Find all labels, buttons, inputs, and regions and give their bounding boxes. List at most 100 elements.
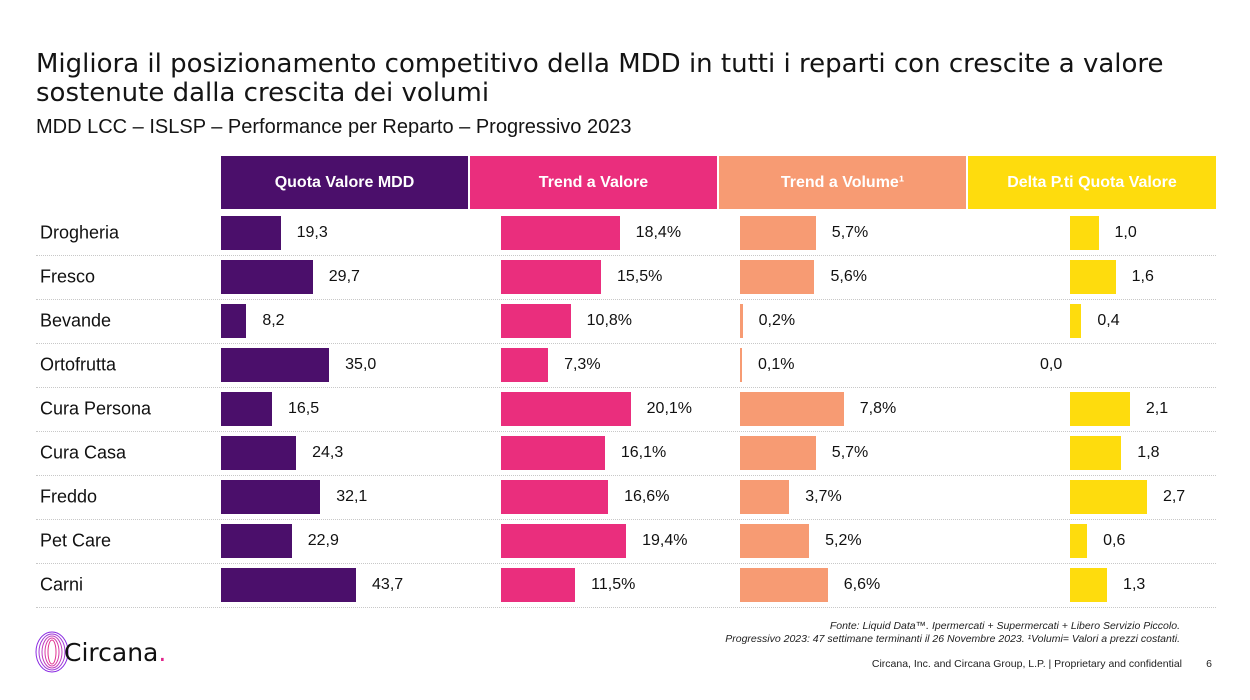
row-separator [36,255,1216,256]
value-label-delta: 0,0 [1040,356,1063,373]
bar-trend-valore [501,348,549,382]
bar-trend-volume [740,524,810,558]
row-separator [36,519,1216,520]
bar-delta [1070,304,1082,338]
bar-quota [221,524,292,558]
row-separator [36,387,1216,388]
bar-quota [221,392,272,426]
page-subtitle: MDD LCC – ISLSP – Performance per Repart… [36,116,632,138]
value-label-trend-valore: 20,1% [646,400,693,417]
logo-wordmark: Circana. [64,637,167,667]
bar-quota [221,568,357,602]
page-number: 6 [1206,658,1212,670]
value-label-trend-valore: 16,6% [624,488,670,505]
bar-trend-volume [740,392,844,426]
bar-delta [1070,216,1099,250]
bar-quota [221,436,297,470]
value-label-quota: 22,9 [307,532,339,549]
bar-trend-valore [501,392,631,426]
column-header-trend-volume: Trend a Volume¹ [719,156,966,209]
value-label-delta: 0,4 [1097,312,1120,329]
row-label: Cura Casa [40,442,127,463]
bar-trend-valore [501,524,627,558]
value-label-trend-volume: 0,2% [758,312,796,329]
row-separator [36,431,1216,432]
bar-trend-valore [501,436,605,470]
value-label-trend-valore: 16,1% [620,444,667,461]
row-label: Freddo [40,486,98,507]
bar-trend-valore [501,568,576,602]
bar-delta [1070,392,1130,426]
row-label: Pet Care [40,530,112,551]
value-label-delta: 2,1 [1145,400,1169,417]
circana-logo-mark-icon [35,631,69,673]
value-label-trend-volume: 0,1% [758,356,795,373]
value-label-quota: 19,3 [296,224,328,241]
row-label: Fresco [40,266,96,287]
bar-trend-volume [740,216,816,250]
bar-trend-volume [740,480,790,514]
value-label-delta: 0,6 [1103,532,1126,549]
value-label-trend-valore: 15,5% [616,268,663,285]
bar-trend-valore [501,216,620,250]
bar-quota [221,216,281,250]
value-label-trend-volume: 5,7% [831,224,869,241]
bar-delta [1070,436,1122,470]
row-label: Bevande [40,310,112,331]
column-header-trend-valore: Trend a Valore [470,156,717,209]
source-line-1: Fonte: Liquid Data™. Ipermercati + Super… [829,620,1180,632]
value-label-quota: 43,7 [372,576,404,593]
source-note: Fonte: Liquid Data™. Ipermercati + Super… [725,620,1180,646]
value-label-trend-valore: 19,4% [642,532,688,549]
value-label-delta: 1,8 [1137,444,1160,461]
bar-delta [1070,524,1088,558]
value-label-trend-volume: 5,6% [830,268,867,285]
bar-delta [1070,260,1116,294]
value-label-delta: 1,6 [1131,268,1154,285]
value-label-trend-volume: 5,7% [831,444,869,461]
row-separator [36,563,1216,564]
value-label-quota: 16,5 [287,400,320,417]
value-label-delta: 1,3 [1123,576,1146,593]
bar-quota [221,348,330,382]
bar-trend-volume [740,260,815,294]
value-label-trend-valore: 10,8% [586,312,633,329]
value-label-trend-valore: 18,4% [635,224,682,241]
circana-logo: Circana. [34,630,166,674]
value-label-trend-volume: 7,8% [859,400,897,417]
row-separator [36,475,1216,476]
bar-delta [1070,568,1108,602]
bar-quota [221,260,313,294]
value-label-trend-valore: 11,5% [591,576,636,593]
bar-delta [1070,480,1147,514]
bar-trend-volume [740,348,742,382]
column-header-delta: Delta P.ti Quota Valore [968,156,1216,209]
value-label-quota: 29,7 [328,268,360,285]
bar-quota [221,304,247,338]
column-header-quota: Quota Valore MDD [221,156,468,209]
source-line-2: Progressivo 2023: 47 settimane terminant… [725,633,1180,645]
footer-text: Circana, Inc. and Circana Group, L.P. | … [871,658,1182,670]
value-label-trend-volume: 3,7% [805,488,842,505]
row-label: Cura Persona [40,398,152,419]
row-separator [36,343,1216,344]
value-label-quota: 35,0 [345,356,377,373]
bar-trend-volume [740,568,828,602]
value-label-delta: 1,0 [1114,224,1137,241]
bar-trend-volume [740,304,743,338]
bar-trend-valore [501,260,601,294]
row-label: Ortofrutta [40,354,117,375]
row-label: Drogheria [40,222,120,243]
value-label-quota: 32,1 [336,488,368,505]
row-separator [36,607,1216,608]
value-label-trend-valore: 7,3% [564,356,601,373]
row-separator [36,299,1216,300]
value-label-trend-volume: 6,6% [843,576,881,593]
bar-quota [221,480,321,514]
page-title: Migliora il posizionamento competitivo d… [36,49,1164,108]
value-label-delta: 2,7 [1162,488,1186,505]
bar-trend-valore [501,304,571,338]
bar-trend-valore [501,480,609,514]
value-label-quota: 8,2 [262,312,285,329]
row-label: Carni [40,574,84,595]
